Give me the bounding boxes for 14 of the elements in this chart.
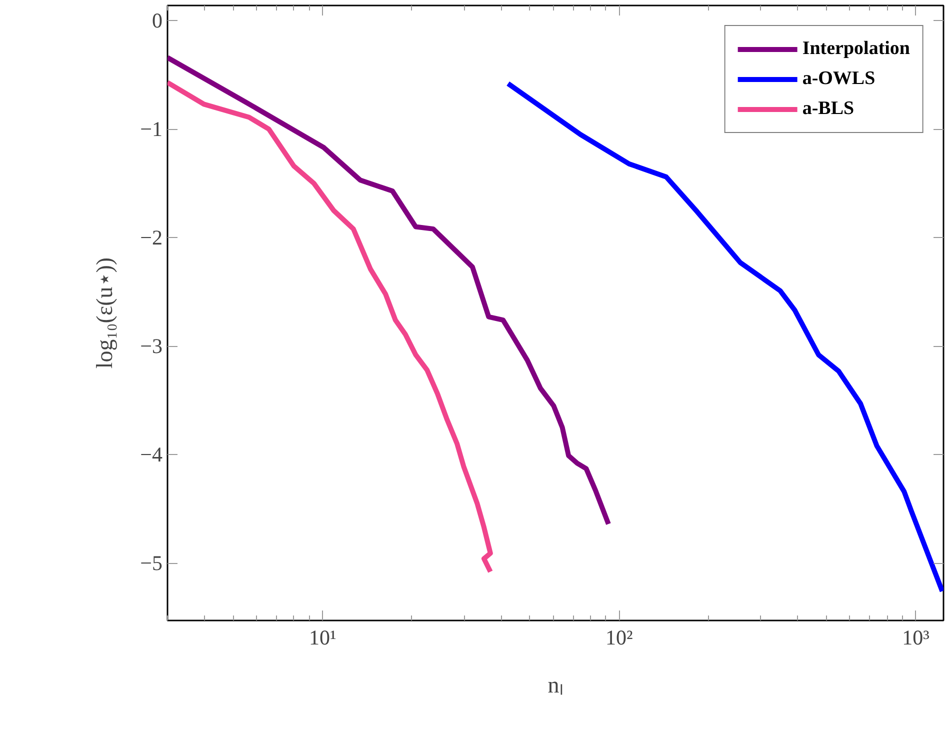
y-tick-label: −4 bbox=[140, 442, 163, 467]
legend-label: Interpolation bbox=[802, 38, 910, 60]
x-tick-label: 10³ bbox=[902, 626, 930, 650]
x-axis-title: nₗ bbox=[548, 672, 564, 698]
y-tick-label: −1 bbox=[140, 117, 162, 142]
legend-label: a-OWLS bbox=[802, 68, 876, 90]
x-tick-label: 10¹ bbox=[308, 626, 336, 650]
legend-label: a-BLS bbox=[802, 98, 854, 120]
y-axis-title: log₁₀(ε(u⋆)) bbox=[92, 257, 118, 369]
x-tick-label: 10² bbox=[606, 626, 633, 650]
y-tick-label: 0 bbox=[152, 8, 162, 33]
y-tick-label: −5 bbox=[140, 551, 162, 576]
y-tick-label: −3 bbox=[140, 334, 162, 358]
y-tick-label: −2 bbox=[140, 226, 162, 250]
